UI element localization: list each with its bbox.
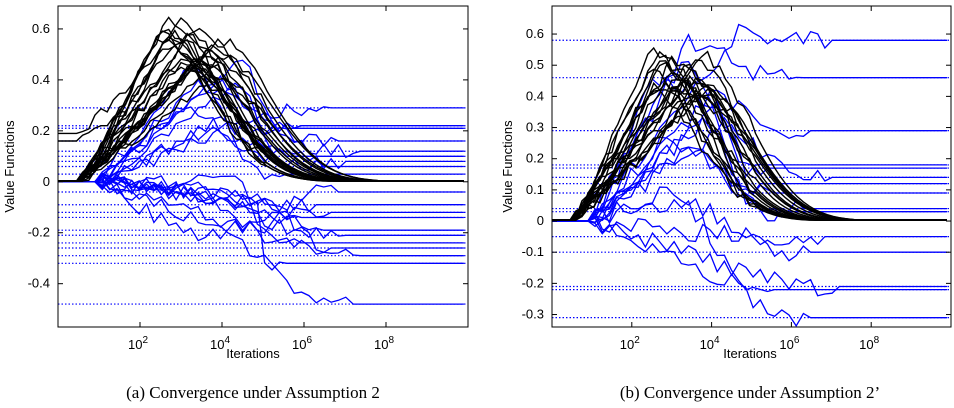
chart-panel-b: 102 104 106 108 -0.3 -0.2 -0.1 0 0.1 0.2 0.3 0.4 0.5… — [500, 5, 952, 402]
blue-series-line — [58, 178, 464, 271]
axes-frame — [551, 5, 952, 328]
x-axis-label: Iterations — [723, 346, 777, 361]
black-series-line — [58, 30, 464, 182]
blue-series-line — [552, 99, 947, 224]
y-tick-label: 0.4 — [32, 72, 50, 87]
y-tick-label: 0 — [537, 213, 544, 228]
x-tick-label: 106 — [292, 335, 312, 352]
blue-series-line — [552, 220, 947, 297]
blue-series-line — [58, 181, 464, 242]
blue-series-line — [58, 67, 464, 183]
blue-series-line — [58, 177, 464, 240]
y-tick-label: 0.6 — [526, 26, 544, 41]
blue-series-line — [552, 217, 947, 327]
x-tick-label: 102 — [128, 335, 148, 352]
x-tick-label: 104 — [210, 335, 230, 352]
x-tick-label: 108 — [374, 335, 394, 352]
blue-series-line — [552, 116, 947, 222]
blue-series-line — [552, 23, 947, 222]
x-axis-label: Iterations — [226, 346, 280, 361]
y-tick-label: -0.2 — [28, 225, 50, 240]
blue-series-line — [552, 89, 947, 222]
y-axis-label: Value Functions — [2, 120, 17, 213]
y-tick-label: -0.2 — [522, 275, 544, 290]
blue-series-line — [58, 173, 464, 244]
y-tick-label: 0.1 — [526, 182, 544, 197]
blue-series-line — [58, 106, 464, 183]
y-tick-label: 0.5 — [526, 57, 544, 72]
blue-series-line — [552, 186, 947, 262]
y-tick-label: -0.1 — [522, 244, 544, 259]
y-tick-label: 0.6 — [32, 21, 50, 36]
y-tick-label: 0.2 — [32, 123, 50, 138]
y-tick-label: 0.2 — [526, 151, 544, 166]
blue-series-line — [552, 198, 947, 293]
plot-area — [58, 16, 468, 305]
axes-frame — [57, 5, 469, 328]
x-tick-label: 102 — [620, 335, 640, 352]
blue-series-line — [58, 176, 464, 225]
x-tick-label: 108 — [859, 335, 879, 352]
blue-series-line — [58, 176, 464, 257]
blue-series-line — [552, 211, 947, 246]
blue-series-line — [58, 179, 464, 305]
chart-panel-a: 102 104 106 108 -0.4 -0.2 0 0.2 0.4 0.6 Iterations… — [2, 5, 469, 402]
plot-area — [552, 23, 951, 327]
y-tick-label: -0.4 — [28, 276, 50, 291]
figure-caption: (b) Convergence under Assumption 2’ — [620, 383, 880, 402]
x-tick-label: 106 — [779, 335, 799, 352]
y-tick-label: 0.4 — [526, 88, 544, 103]
figure-caption: (a) Convergence under Assumption 2 — [126, 383, 380, 402]
black-series-line — [58, 64, 464, 182]
y-tick-label: 0 — [43, 174, 50, 189]
y-axis-label: Value Functions — [500, 120, 515, 213]
black-series-line — [552, 79, 947, 221]
x-tick-label: 104 — [700, 335, 720, 352]
y-tick-label: 0.3 — [526, 120, 544, 135]
blue-series-line — [58, 126, 464, 183]
y-tick-label: -0.3 — [522, 307, 544, 322]
